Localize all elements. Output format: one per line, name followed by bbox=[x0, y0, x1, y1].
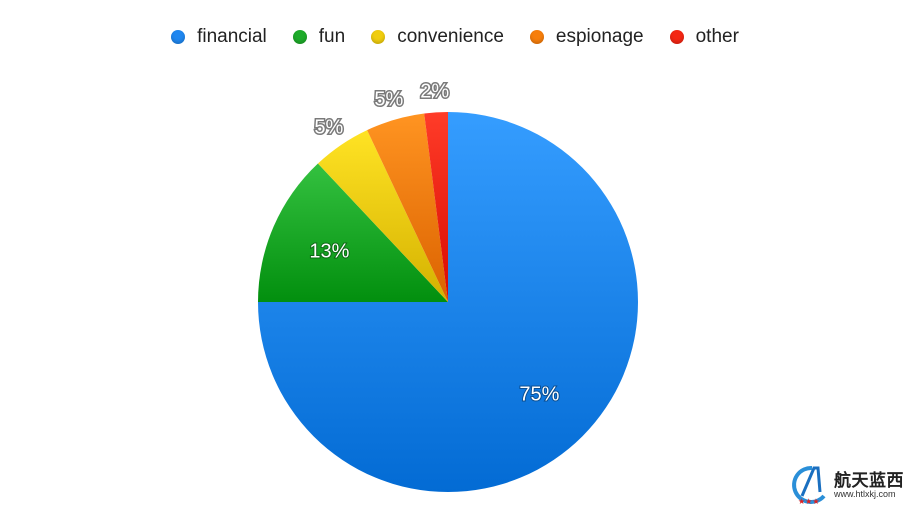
pie-slice-convenience bbox=[317, 130, 448, 302]
logo-url: www.htlxkj.com bbox=[834, 489, 896, 499]
logo-name: 航天蓝西 bbox=[834, 471, 904, 491]
legend-label: fun bbox=[318, 26, 346, 47]
slice-value-label: 13% bbox=[309, 241, 349, 263]
pie-slice-espionage bbox=[367, 113, 448, 303]
slice-value-label: 5% bbox=[314, 117, 343, 139]
legend-item-convenience: convenience bbox=[371, 26, 504, 48]
slice-value-label: 2% bbox=[420, 80, 449, 102]
legend-swatch bbox=[171, 30, 186, 44]
logo-emblem-icon: ★★★ bbox=[792, 465, 826, 506]
slice-value-label: 75% bbox=[519, 383, 559, 405]
svg-text:★★★: ★★★ bbox=[798, 497, 820, 506]
legend-item-espionage: espionage bbox=[529, 26, 644, 48]
legend-swatch bbox=[669, 30, 684, 44]
legend-item-fun: fun bbox=[292, 26, 346, 48]
legend-swatch bbox=[371, 30, 386, 44]
legend-swatch bbox=[292, 30, 307, 44]
pie-slice-fun bbox=[258, 163, 448, 302]
legend-item-other: other bbox=[669, 26, 739, 48]
chart-legend: financial fun convenience espionage other bbox=[0, 26, 910, 48]
pie-slice-other bbox=[424, 112, 448, 302]
legend-item-financial: financial bbox=[171, 26, 267, 48]
watermark-logo: ★★★ 航天蓝西 www.htlxkj.com bbox=[784, 462, 908, 508]
legend-label: other bbox=[695, 26, 739, 47]
legend-label: financial bbox=[197, 26, 267, 47]
slice-value-label: 5% bbox=[374, 88, 403, 110]
legend-label: espionage bbox=[555, 26, 644, 47]
legend-swatch bbox=[529, 30, 544, 44]
legend-label: convenience bbox=[397, 26, 504, 47]
